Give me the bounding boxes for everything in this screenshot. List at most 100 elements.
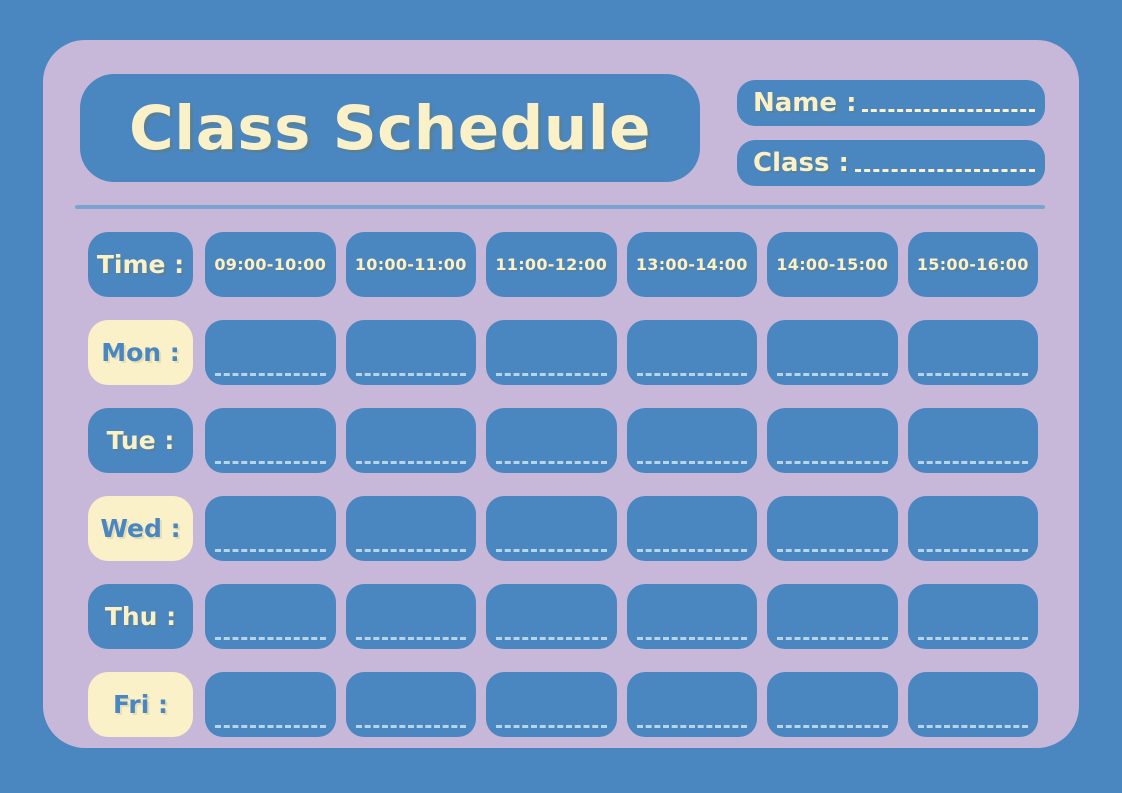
day-label-wed: Wed :	[88, 496, 193, 561]
schedule-entry-cell[interactable]	[205, 496, 336, 561]
day-row-fri: Fri :	[88, 672, 1038, 737]
schedule-entry-cell[interactable]	[345, 672, 476, 737]
schedule-entry-cell[interactable]	[907, 320, 1038, 385]
schedule-entry-cell[interactable]	[205, 584, 336, 649]
schedule-entry-cell[interactable]	[345, 408, 476, 473]
entry-write-line	[636, 461, 747, 464]
day-label-text: Wed :	[100, 514, 181, 543]
day-entry-cells	[205, 584, 1038, 649]
entry-write-line	[215, 637, 326, 640]
schedule-entry-cell[interactable]	[626, 584, 757, 649]
schedule-entry-cell[interactable]	[486, 320, 617, 385]
schedule-entry-cell[interactable]	[486, 408, 617, 473]
schedule-entry-cell[interactable]	[767, 672, 898, 737]
time-slot-cell: 13:00-14:00	[626, 232, 757, 297]
day-label-text: Fri :	[112, 690, 169, 719]
class-label: Class :	[753, 148, 849, 178]
time-slot-cell: 14:00-15:00	[767, 232, 898, 297]
time-slot-cell: 09:00-10:00	[205, 232, 336, 297]
entry-write-line	[355, 461, 466, 464]
schedule-entry-cell[interactable]	[486, 584, 617, 649]
time-slot-text: 11:00-12:00	[495, 255, 608, 274]
entry-write-line	[355, 373, 466, 376]
schedule-entry-cell[interactable]	[626, 672, 757, 737]
schedule-entry-cell[interactable]	[907, 672, 1038, 737]
schedule-entry-cell[interactable]	[767, 320, 898, 385]
entry-write-line	[215, 725, 326, 728]
schedule-entry-cell[interactable]	[345, 496, 476, 561]
schedule-entry-cell[interactable]	[205, 672, 336, 737]
time-slot-text: 13:00-14:00	[635, 255, 748, 274]
entry-write-line	[496, 461, 607, 464]
schedule-entry-cell[interactable]	[626, 496, 757, 561]
schedule-entry-cell[interactable]	[205, 320, 336, 385]
entry-write-line	[636, 637, 747, 640]
schedule-entry-cell[interactable]	[345, 320, 476, 385]
entry-write-line	[355, 725, 466, 728]
day-row-tue: Tue :	[88, 408, 1038, 473]
schedule-entry-cell[interactable]	[345, 584, 476, 649]
time-slot-text: 14:00-15:00	[776, 255, 889, 274]
class-input-line[interactable]	[854, 168, 1035, 172]
day-label-text: Mon :	[101, 338, 180, 367]
day-entry-cells	[205, 320, 1038, 385]
entry-write-line	[917, 373, 1028, 376]
day-label-text: Tue :	[106, 426, 175, 455]
schedule-grid: Time : 09:00-10:00 10:00-11:00 11:00-12:…	[88, 232, 1038, 737]
schedule-entry-cell[interactable]	[205, 408, 336, 473]
entry-write-line	[215, 461, 326, 464]
entry-write-line	[777, 373, 888, 376]
day-entry-cells	[205, 408, 1038, 473]
day-label-thu: Thu :	[88, 584, 193, 649]
schedule-entry-cell[interactable]	[626, 408, 757, 473]
time-slot-text: 09:00-10:00	[214, 255, 327, 274]
entry-write-line	[496, 549, 607, 552]
class-field[interactable]: Class :	[737, 140, 1045, 186]
schedule-entry-cell[interactable]	[907, 584, 1038, 649]
schedule-entry-cell[interactable]	[486, 496, 617, 561]
entry-write-line	[777, 461, 888, 464]
time-slot-cell: 15:00-16:00	[907, 232, 1038, 297]
entry-write-line	[496, 637, 607, 640]
title-banner: Class Schedule	[80, 74, 700, 182]
day-label-text: Thu :	[104, 602, 177, 631]
entry-write-line	[496, 373, 607, 376]
time-label-text: Time :	[96, 250, 185, 279]
entry-write-line	[636, 725, 747, 728]
entry-write-line	[917, 637, 1028, 640]
schedule-entry-cell[interactable]	[767, 584, 898, 649]
day-entry-cells	[205, 496, 1038, 561]
schedule-entry-cell[interactable]	[767, 408, 898, 473]
time-header-label: Time :	[88, 232, 193, 297]
time-slot-text: 15:00-16:00	[916, 255, 1029, 274]
schedule-entry-cell[interactable]	[907, 496, 1038, 561]
entry-write-line	[777, 549, 888, 552]
name-field[interactable]: Name :	[737, 80, 1045, 126]
day-entry-cells	[205, 672, 1038, 737]
entry-write-line	[355, 637, 466, 640]
schedule-entry-cell[interactable]	[907, 408, 1038, 473]
entry-write-line	[215, 373, 326, 376]
entry-write-line	[777, 637, 888, 640]
entry-write-line	[636, 549, 747, 552]
day-row-wed: Wed :	[88, 496, 1038, 561]
entry-write-line	[777, 725, 888, 728]
entry-write-line	[636, 373, 747, 376]
schedule-entry-cell[interactable]	[626, 320, 757, 385]
day-label-fri: Fri :	[88, 672, 193, 737]
schedule-header: Class Schedule Name : Class :	[43, 40, 1079, 209]
time-slot-cell: 10:00-11:00	[345, 232, 476, 297]
time-slot-cell: 11:00-12:00	[486, 232, 617, 297]
page-title: Class Schedule	[129, 92, 651, 164]
time-header-row: Time : 09:00-10:00 10:00-11:00 11:00-12:…	[88, 232, 1038, 297]
entry-write-line	[917, 461, 1028, 464]
entry-write-line	[496, 725, 607, 728]
time-slot-text: 10:00-11:00	[354, 255, 467, 274]
name-label: Name :	[753, 88, 857, 118]
day-label-tue: Tue :	[88, 408, 193, 473]
entry-write-line	[355, 549, 466, 552]
schedule-entry-cell[interactable]	[486, 672, 617, 737]
day-row-thu: Thu :	[88, 584, 1038, 649]
name-input-line[interactable]	[862, 108, 1035, 112]
schedule-entry-cell[interactable]	[767, 496, 898, 561]
